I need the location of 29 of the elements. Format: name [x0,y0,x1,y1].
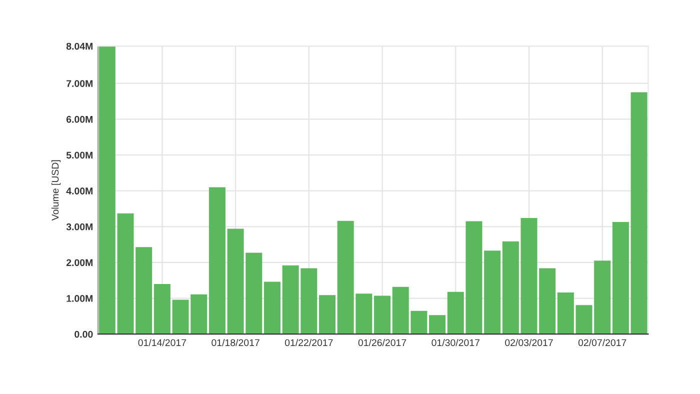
bar [98,46,116,334]
bar [630,92,648,334]
bar [557,292,574,334]
x-tick-label: 01/26/2017 [358,338,406,346]
y-tick-label: 8.04M [66,42,92,50]
x-tick-label: 02/07/2017 [578,338,626,346]
bar [208,187,226,334]
bar [318,295,336,334]
x-tick-label: 01/18/2017 [212,338,260,346]
x-tick-label: 01/14/2017 [138,338,186,346]
y-tick-label: 1.00M [66,295,92,302]
y-axis-title: Volume [USD] [52,160,61,221]
bar [374,296,391,334]
bar [264,282,280,334]
y-tick-label: 5.00M [66,152,92,159]
x-tick-label: 01/30/2017 [432,338,480,346]
y-tick-label: 2.00M [66,259,92,266]
bar [429,315,446,334]
bar [612,222,629,334]
y-tick-label: 0.00 [74,330,93,338]
y-tick-label: 6.00M [66,116,92,123]
y-tick-label: 7.00M [66,80,92,87]
y-tick-label: 4.00M [66,188,92,194]
bar [154,284,170,334]
y-tick-label: 3.00M [66,223,92,230]
bar [484,250,501,334]
x-tick-label: 01/22/2017 [284,338,333,346]
bar [539,268,556,334]
x-tick-label: 02/03/2017 [505,338,553,346]
